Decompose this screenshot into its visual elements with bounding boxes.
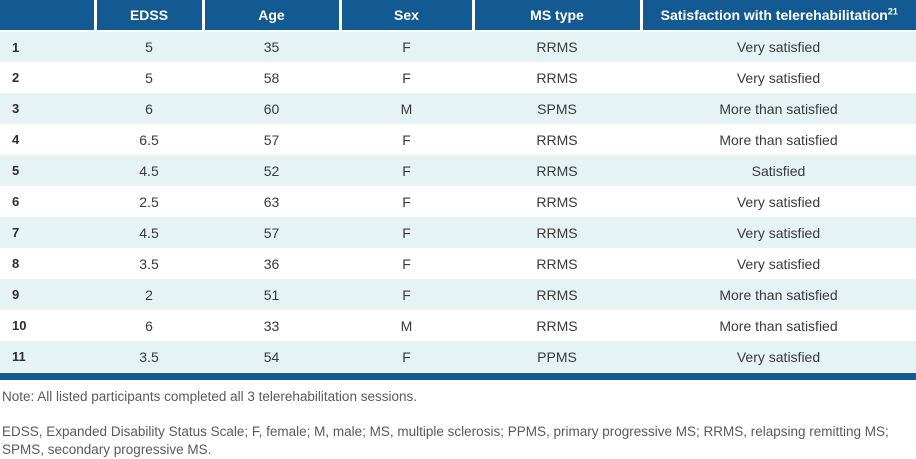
reference-superscript: 21 (887, 6, 898, 17)
cell-ms-type: RRMS (536, 193, 578, 210)
row-number: 7 (12, 225, 20, 240)
cell-sex: F (402, 162, 411, 179)
table-bottom-rule (0, 373, 916, 380)
cell-age: 51 (263, 286, 280, 303)
cell-sex: F (402, 193, 411, 210)
participants-table: EDSS Age Sex MS type Satisfaction with t… (0, 0, 916, 372)
table-row: 1 5 35 F RRMS Very satisfied (0, 31, 916, 62)
table-header: EDSS Age Sex MS type Satisfaction with t… (0, 0, 916, 32)
row-number: 4 (12, 132, 20, 147)
cell-satisfaction: Very satisfied (736, 39, 821, 55)
table-row: 8 3.5 36 F RRMS Very satisfied (0, 248, 916, 279)
header-blank (0, 0, 95, 32)
cell-satisfaction: Very satisfied (736, 224, 821, 241)
cell-sex: F (402, 39, 411, 55)
cell-ms-type: SPMS (537, 100, 577, 117)
cell-edss: 3.5 (139, 348, 159, 365)
header-age: Age (201, 0, 340, 32)
cell-ms-type: RRMS (536, 317, 578, 334)
table-row: 9 2 51 F RRMS More than satisfied (0, 279, 916, 310)
cell-sex: F (402, 348, 411, 365)
cell-age: 35 (263, 39, 280, 55)
cell-edss: 6 (145, 317, 153, 334)
cell-satisfaction: More than satisfied (719, 100, 838, 117)
table-row: 10 6 33 M RRMS More than satisfied (0, 310, 916, 341)
cell-sex: F (402, 224, 411, 241)
cell-edss: 4.5 (139, 162, 159, 179)
cell-age: 58 (263, 69, 280, 86)
row-number: 6 (12, 194, 20, 209)
cell-age: 54 (263, 348, 280, 365)
cell-satisfaction: Satisfied (751, 162, 806, 179)
cell-sex: F (402, 286, 411, 303)
header-ms-type: MS type (471, 0, 641, 32)
cell-ms-type: RRMS (536, 131, 578, 148)
cell-age: 52 (263, 162, 280, 179)
row-number: 2 (12, 70, 20, 85)
cell-age: 36 (263, 255, 280, 272)
cell-ms-type: RRMS (536, 255, 578, 272)
table-note: Note: All listed participants completed … (2, 389, 417, 404)
cell-ms-type: RRMS (536, 39, 578, 55)
row-number: 3 (12, 101, 20, 116)
row-number: 10 (12, 318, 27, 333)
row-number: 1 (12, 39, 20, 55)
table-row: 2 5 58 F RRMS Very satisfied (0, 62, 916, 93)
cell-satisfaction: Very satisfied (736, 69, 821, 86)
cell-age: 57 (263, 131, 280, 148)
cell-edss: 3.5 (139, 255, 159, 272)
cell-satisfaction: More than satisfied (719, 286, 838, 303)
header-satisfaction: Satisfaction with telerehabilitation21 (639, 0, 916, 32)
cell-sex: M (400, 317, 413, 334)
row-number: 5 (12, 163, 20, 178)
table-row: 5 4.5 52 F RRMS Satisfied (0, 155, 916, 186)
cell-edss: 2.5 (139, 193, 159, 210)
header-row: EDSS Age Sex MS type Satisfaction with t… (0, 0, 916, 32)
header-satisfaction-label: Satisfaction with telerehabilitation (660, 7, 888, 23)
cell-ms-type: RRMS (536, 69, 578, 86)
table-row: 6 2.5 63 F RRMS Very satisfied (0, 186, 916, 217)
cell-satisfaction: More than satisfied (719, 317, 838, 334)
cell-edss: 4.5 (139, 224, 159, 241)
cell-edss: 5 (145, 69, 153, 86)
cell-age: 57 (263, 224, 280, 241)
cell-ms-type: PPMS (537, 348, 577, 365)
cell-sex: M (400, 100, 413, 117)
cell-sex: F (402, 131, 411, 148)
cell-sex: F (402, 255, 411, 272)
cell-satisfaction: Very satisfied (736, 255, 821, 272)
table-row: 7 4.5 57 F RRMS Very satisfied (0, 217, 916, 248)
row-number: 8 (12, 256, 20, 271)
cell-sex: F (402, 69, 411, 86)
cell-ms-type: RRMS (536, 162, 578, 179)
cell-age: 60 (263, 100, 280, 117)
cell-age: 33 (263, 317, 280, 334)
table-row: 3 6 60 M SPMS More than satisfied (0, 93, 916, 124)
cell-ms-type: RRMS (536, 224, 578, 241)
header-edss: EDSS (93, 0, 203, 32)
table-row: 11 3.5 54 F PPMS Very satisfied (0, 341, 916, 372)
cell-age: 63 (263, 193, 280, 210)
table-body: 1 5 35 F RRMS Very satisfied 2 5 58 F RRMS Very sat… (0, 31, 916, 372)
table-footnotes: Note: All listed participants completed … (0, 380, 916, 458)
cell-satisfaction: More than satisfied (719, 131, 838, 148)
cell-ms-type: RRMS (536, 286, 578, 303)
cell-satisfaction: Very satisfied (736, 348, 821, 365)
cell-edss: 5 (145, 39, 153, 55)
table-row: 4 6.5 57 F RRMS More than satisfied (0, 124, 916, 155)
header-sex: Sex (338, 0, 473, 32)
cell-satisfaction: Very satisfied (736, 193, 821, 210)
cell-edss: 2 (145, 286, 153, 303)
cell-edss: 6 (145, 100, 153, 117)
row-number: 9 (12, 287, 20, 302)
cell-edss: 6.5 (139, 131, 159, 148)
table-abbreviations: EDSS, Expanded Disability Status Scale; … (2, 423, 889, 457)
row-number: 11 (12, 349, 26, 364)
